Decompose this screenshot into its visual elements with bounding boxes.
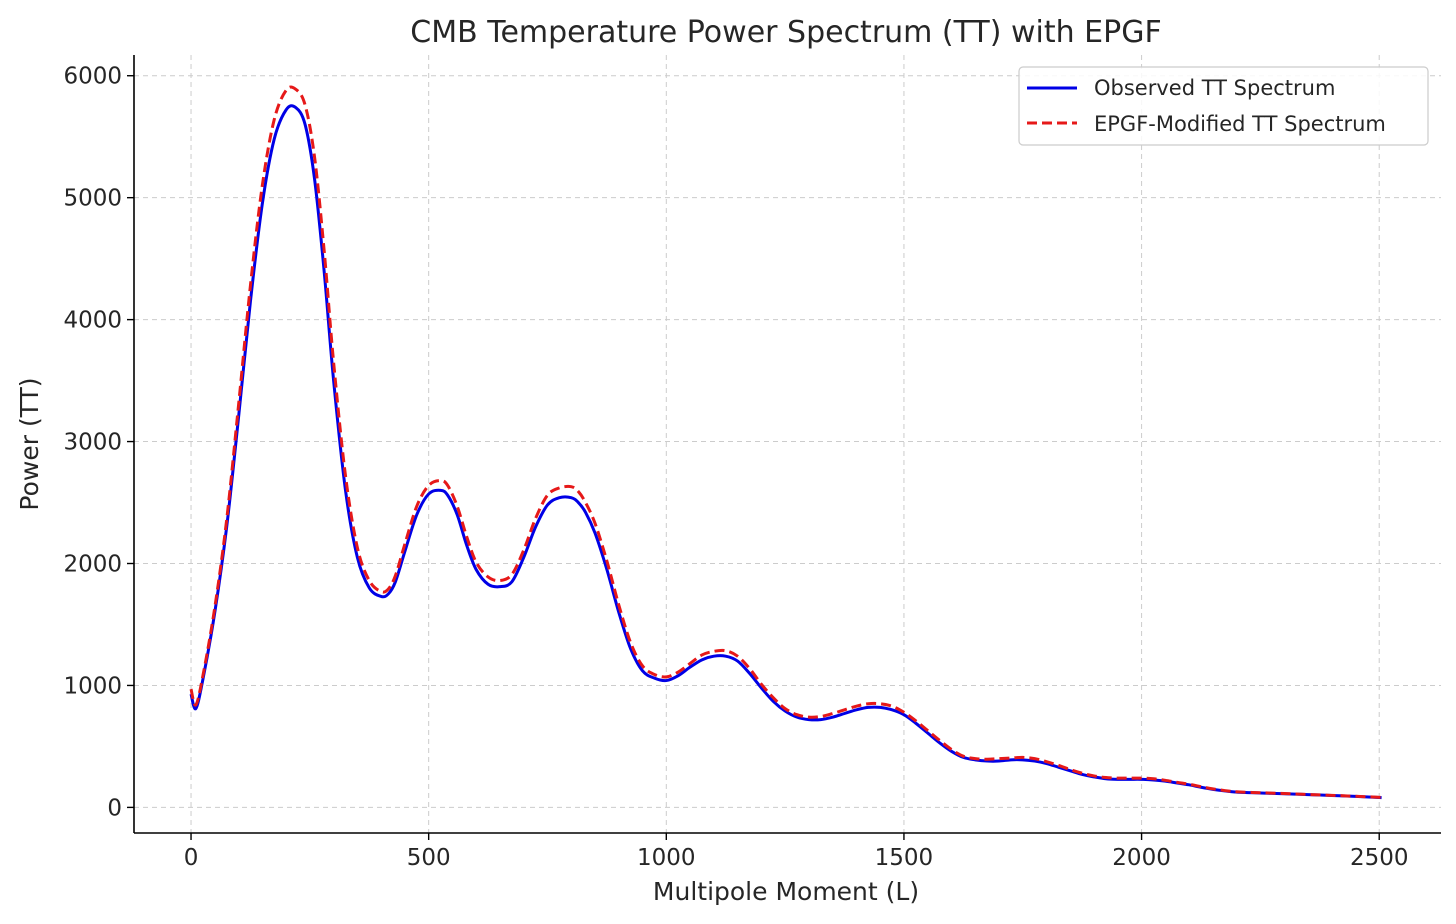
y-tick-label: 3000 xyxy=(63,430,122,456)
y-tick-label: 4000 xyxy=(63,308,122,334)
y-tick-label: 1000 xyxy=(63,673,122,699)
y-axis-ticks: 0 1000 2000 3000 4000 5000 6000 xyxy=(63,64,134,821)
x-tick-label: 500 xyxy=(407,845,451,871)
epgf-modified-tt-series-line xyxy=(189,85,1382,799)
x-axis-label: Multipole Moment (L) xyxy=(653,877,919,906)
y-tick-label: 0 xyxy=(107,795,122,821)
legend-label-epgf-modified: EPGF-Modified TT Spectrum xyxy=(1094,112,1386,136)
chart-title: CMB Temperature Power Spectrum (TT) with… xyxy=(410,15,1161,50)
x-tick-label: 2000 xyxy=(1112,845,1171,871)
x-tick-label: 2500 xyxy=(1350,845,1409,871)
y-tick-label: 5000 xyxy=(63,186,122,212)
x-tick-label: 1500 xyxy=(875,845,934,871)
series-layer xyxy=(189,85,1382,800)
legend: Observed TT Spectrum EPGF-Modified TT Sp… xyxy=(1018,66,1429,146)
x-axis-ticks: 0 500 1000 1500 2000 2500 xyxy=(184,833,1409,871)
y-axis-label: Power (TT) xyxy=(15,377,44,510)
y-tick-label: 6000 xyxy=(63,64,122,90)
x-tick-label: 0 xyxy=(184,845,199,871)
legend-label-observed: Observed TT Spectrum xyxy=(1094,76,1335,100)
y-tick-label: 2000 xyxy=(63,552,122,578)
x-tick-label: 1000 xyxy=(637,845,696,871)
legend-box xyxy=(1018,66,1429,146)
